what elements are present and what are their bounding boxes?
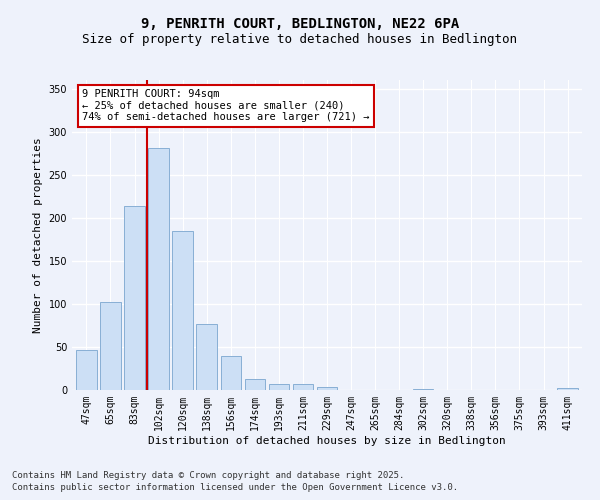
Bar — [221, 356, 241, 390]
Text: Size of property relative to detached houses in Bedlington: Size of property relative to detached ho… — [83, 32, 517, 46]
Bar — [172, 230, 193, 390]
Text: Contains public sector information licensed under the Open Government Licence v3: Contains public sector information licen… — [12, 484, 458, 492]
Bar — [245, 379, 265, 390]
Text: 9, PENRITH COURT, BEDLINGTON, NE22 6PA: 9, PENRITH COURT, BEDLINGTON, NE22 6PA — [141, 18, 459, 32]
X-axis label: Distribution of detached houses by size in Bedlington: Distribution of detached houses by size … — [148, 436, 506, 446]
Bar — [269, 384, 289, 390]
Bar — [196, 324, 217, 390]
Y-axis label: Number of detached properties: Number of detached properties — [33, 137, 43, 333]
Text: 9 PENRITH COURT: 94sqm
← 25% of detached houses are smaller (240)
74% of semi-de: 9 PENRITH COURT: 94sqm ← 25% of detached… — [82, 90, 370, 122]
Bar — [293, 384, 313, 390]
Bar — [124, 206, 145, 390]
Text: Contains HM Land Registry data © Crown copyright and database right 2025.: Contains HM Land Registry data © Crown c… — [12, 471, 404, 480]
Bar — [100, 302, 121, 390]
Bar — [557, 388, 578, 390]
Bar — [413, 389, 433, 390]
Bar — [317, 386, 337, 390]
Bar — [148, 148, 169, 390]
Bar — [76, 350, 97, 390]
